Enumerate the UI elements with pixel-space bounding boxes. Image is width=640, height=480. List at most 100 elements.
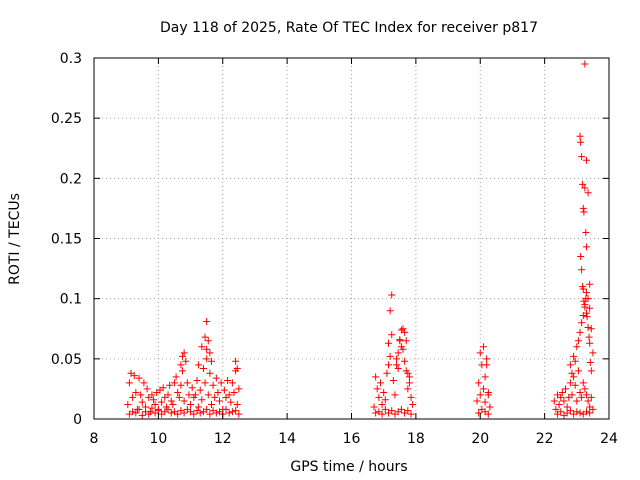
data-point bbox=[582, 156, 590, 164]
data-point bbox=[386, 307, 394, 315]
data-point bbox=[130, 372, 138, 380]
y-tick-label: 0.05 bbox=[51, 352, 82, 368]
data-point bbox=[209, 381, 217, 389]
y-tick-label: 0.3 bbox=[60, 51, 82, 67]
data-point bbox=[214, 389, 222, 397]
data-point bbox=[183, 379, 191, 387]
data-point bbox=[216, 397, 224, 405]
data-point bbox=[388, 331, 396, 339]
data-point bbox=[228, 379, 236, 387]
data-point bbox=[203, 355, 211, 363]
data-point bbox=[582, 391, 590, 399]
data-point bbox=[407, 410, 415, 418]
data-point bbox=[132, 389, 140, 397]
data-point bbox=[180, 349, 188, 357]
data-point bbox=[587, 325, 595, 333]
data-point bbox=[167, 409, 175, 417]
data-point bbox=[170, 379, 178, 387]
data-point bbox=[396, 336, 404, 344]
data-point bbox=[159, 384, 167, 392]
data-point bbox=[198, 396, 206, 404]
x-tick-labels: 8 10 12 14 16 18 20 22 24 bbox=[90, 431, 618, 447]
data-point bbox=[145, 410, 153, 418]
data-point bbox=[164, 391, 172, 399]
data-point bbox=[212, 374, 220, 382]
data-point bbox=[177, 381, 185, 389]
data-point bbox=[486, 403, 494, 411]
data-point bbox=[586, 304, 594, 312]
data-point bbox=[573, 343, 581, 351]
data-point bbox=[579, 180, 587, 188]
x-tick-label: 14 bbox=[278, 431, 296, 447]
data-point bbox=[409, 401, 417, 409]
data-point bbox=[222, 405, 230, 413]
data-point bbox=[198, 343, 206, 351]
y-tick-label: 0.15 bbox=[51, 232, 82, 248]
data-point bbox=[586, 280, 594, 288]
x-tick-label: 16 bbox=[343, 431, 361, 447]
data-point bbox=[225, 391, 233, 399]
data-point bbox=[475, 379, 483, 387]
data-point bbox=[586, 409, 594, 417]
data-point bbox=[475, 409, 483, 417]
data-point bbox=[375, 393, 383, 401]
data-point bbox=[187, 401, 195, 409]
data-point bbox=[579, 379, 587, 387]
data-point bbox=[137, 391, 145, 399]
data-point bbox=[190, 410, 198, 418]
data-point bbox=[135, 405, 143, 413]
data-point bbox=[581, 303, 589, 311]
data-point bbox=[574, 337, 582, 345]
data-point bbox=[579, 204, 587, 212]
data-point bbox=[582, 243, 590, 251]
data-point bbox=[180, 397, 188, 405]
x-tick-label: 20 bbox=[471, 431, 489, 447]
x-tick-label: 12 bbox=[214, 431, 232, 447]
data-point bbox=[207, 357, 215, 365]
data-point bbox=[201, 333, 209, 341]
data-point bbox=[584, 397, 592, 405]
chart-title: Day 118 of 2025, Rate Of TEC Index for r… bbox=[160, 20, 538, 36]
data-point bbox=[212, 409, 220, 417]
data-point bbox=[586, 358, 594, 366]
data-point bbox=[579, 285, 587, 293]
data-point bbox=[179, 352, 187, 360]
data-point bbox=[124, 401, 132, 409]
data-point bbox=[581, 60, 589, 68]
data-point bbox=[129, 393, 137, 401]
data-point bbox=[560, 397, 568, 405]
data-point bbox=[228, 408, 236, 416]
data-point bbox=[389, 376, 397, 384]
data-point bbox=[584, 324, 592, 332]
data-point bbox=[578, 393, 586, 401]
data-point bbox=[394, 349, 402, 357]
data-point bbox=[225, 409, 233, 417]
data-point bbox=[235, 385, 243, 393]
data-point bbox=[563, 403, 571, 411]
gridlines bbox=[94, 58, 609, 419]
data-points bbox=[124, 60, 597, 419]
x-tick-label: 10 bbox=[149, 431, 167, 447]
data-point bbox=[397, 405, 405, 413]
data-point bbox=[391, 391, 399, 399]
data-point bbox=[558, 389, 566, 397]
data-point bbox=[372, 409, 380, 417]
data-point bbox=[201, 379, 209, 387]
data-point bbox=[203, 405, 211, 413]
data-point bbox=[135, 374, 143, 382]
data-point bbox=[388, 407, 396, 415]
data-point bbox=[196, 386, 204, 394]
data-point bbox=[571, 381, 579, 389]
data-point bbox=[129, 408, 137, 416]
data-point bbox=[576, 328, 584, 336]
data-point bbox=[154, 407, 162, 415]
data-point bbox=[233, 364, 241, 372]
data-point bbox=[166, 381, 174, 389]
data-point bbox=[230, 389, 238, 397]
data-point bbox=[232, 407, 240, 415]
data-point bbox=[206, 349, 214, 357]
data-point bbox=[224, 376, 232, 384]
data-point bbox=[125, 379, 133, 387]
data-point bbox=[138, 411, 146, 419]
data-point bbox=[555, 401, 563, 409]
